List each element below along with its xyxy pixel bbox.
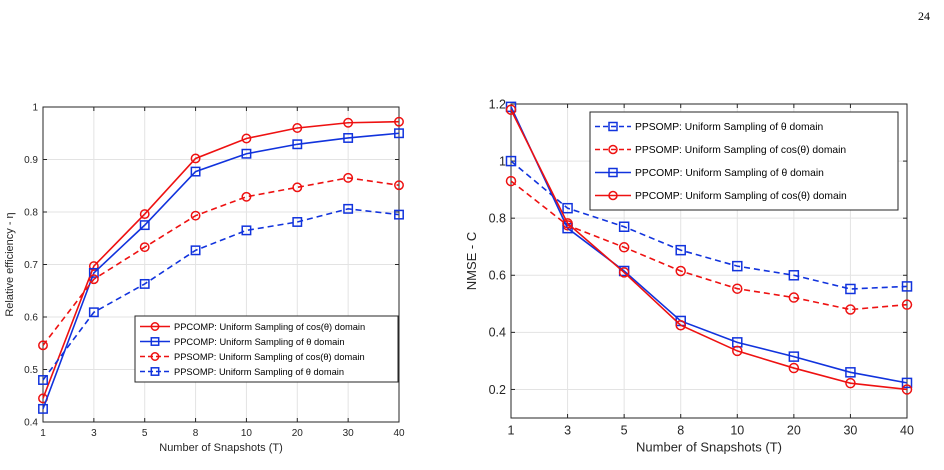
left-chart-data-point [190, 210, 201, 221]
left-chart-x-tick-label: 10 [241, 428, 253, 439]
left-chart-legend-marker [150, 322, 160, 331]
left-chart-data-point [38, 403, 48, 414]
left-chart-x-axis-label: Number of Snapshots (T) [159, 442, 283, 454]
left-chart-data-point [139, 209, 150, 220]
left-chart-x-tick-label: 30 [343, 428, 355, 439]
left-chart-series-line [42, 177, 400, 346]
left-chart-legend-label: PPSOMP: Uniform Sampling of θ domain [174, 367, 344, 377]
left-chart-series-3 [38, 203, 404, 385]
left-chart-data-point [88, 307, 99, 318]
left-chart-data-point [343, 133, 354, 143]
left-chart-data-point [190, 245, 201, 256]
left-chart-y-tick-label: 0.9 [24, 155, 38, 166]
left-chart-y-tick-label: 0.8 [24, 208, 38, 219]
left-chart-series-1 [38, 128, 404, 414]
left-chart-legend-label: PPCOMP: Uniform Sampling of cos(θ) domai… [174, 322, 365, 332]
left-chart-legend: PPCOMP: Uniform Sampling of cos(θ) domai… [134, 315, 399, 383]
page-number: 24 [918, 9, 930, 23]
left-chart-data-point [394, 209, 404, 220]
left-chart-x-tick-label: 40 [393, 428, 405, 439]
left-chart-data-point [190, 166, 201, 177]
left-chart-y-axis-label: Relative efficiency - η [4, 212, 16, 316]
left-chart-data-point [139, 242, 150, 253]
left-chart-data-point [139, 278, 150, 289]
left-chart-data-point [241, 225, 252, 236]
left-chart-legend-box [134, 315, 399, 383]
left-chart-x-tick-label: 5 [142, 428, 148, 439]
left-chart-legend-marker [150, 352, 160, 361]
left-chart-data-point [292, 182, 303, 193]
left-chart-data-point [241, 148, 252, 159]
left-chart-y-tick-label: 0.7 [24, 260, 38, 271]
left-chart-data-point [241, 191, 252, 202]
left-chart-legend-marker [150, 367, 160, 376]
left-chart-data-point [343, 117, 354, 128]
left-chart-y-tick-label: 0.5 [24, 365, 38, 376]
left-chart-x-tick-label: 8 [193, 428, 199, 439]
left-chart-series-line [42, 208, 400, 381]
left-chart-x-tick-label: 1 [40, 428, 46, 439]
left-chart-series-0 [38, 116, 404, 404]
left-chart-x-tick-label: 20 [292, 428, 304, 439]
left-chart-data-point [241, 133, 252, 144]
left-chart-series-2 [38, 172, 404, 351]
left-chart-legend-marker [150, 337, 160, 346]
left-chart-data-point [88, 274, 99, 285]
left-chart-data-point [292, 139, 303, 150]
left-chart-data-point [38, 340, 48, 351]
left-chart-data-point [139, 220, 150, 231]
left-chart-series-line [42, 132, 400, 410]
left-chart-y-tick-label: 0.6 [24, 313, 38, 324]
left-chart-data-point [394, 180, 404, 191]
left-chart-data-point [394, 116, 404, 127]
left-chart-data-point [292, 217, 303, 227]
left-chart-data-point [394, 128, 404, 139]
left-chart-y-tick-label: 1 [32, 103, 38, 114]
left-chart-data-point [292, 123, 303, 133]
left-chart-x-tick-label: 3 [91, 428, 97, 439]
left-chart-data-point [343, 172, 354, 183]
left-chart-data-point [38, 375, 48, 385]
left-chart-data-point [88, 267, 99, 278]
left-chart-data-point [343, 203, 354, 214]
left-chart-series-line [42, 120, 400, 399]
left-chart-legend-label: PPSOMP: Uniform Sampling of cos(θ) domai… [174, 352, 365, 362]
left-chart-data-point [190, 153, 201, 164]
left-chart-legend-label: PPCOMP: Uniform Sampling of θ domain [174, 337, 345, 347]
left-chart-data-point [88, 261, 99, 272]
left-chart-y-tick-label: 0.4 [24, 418, 38, 429]
